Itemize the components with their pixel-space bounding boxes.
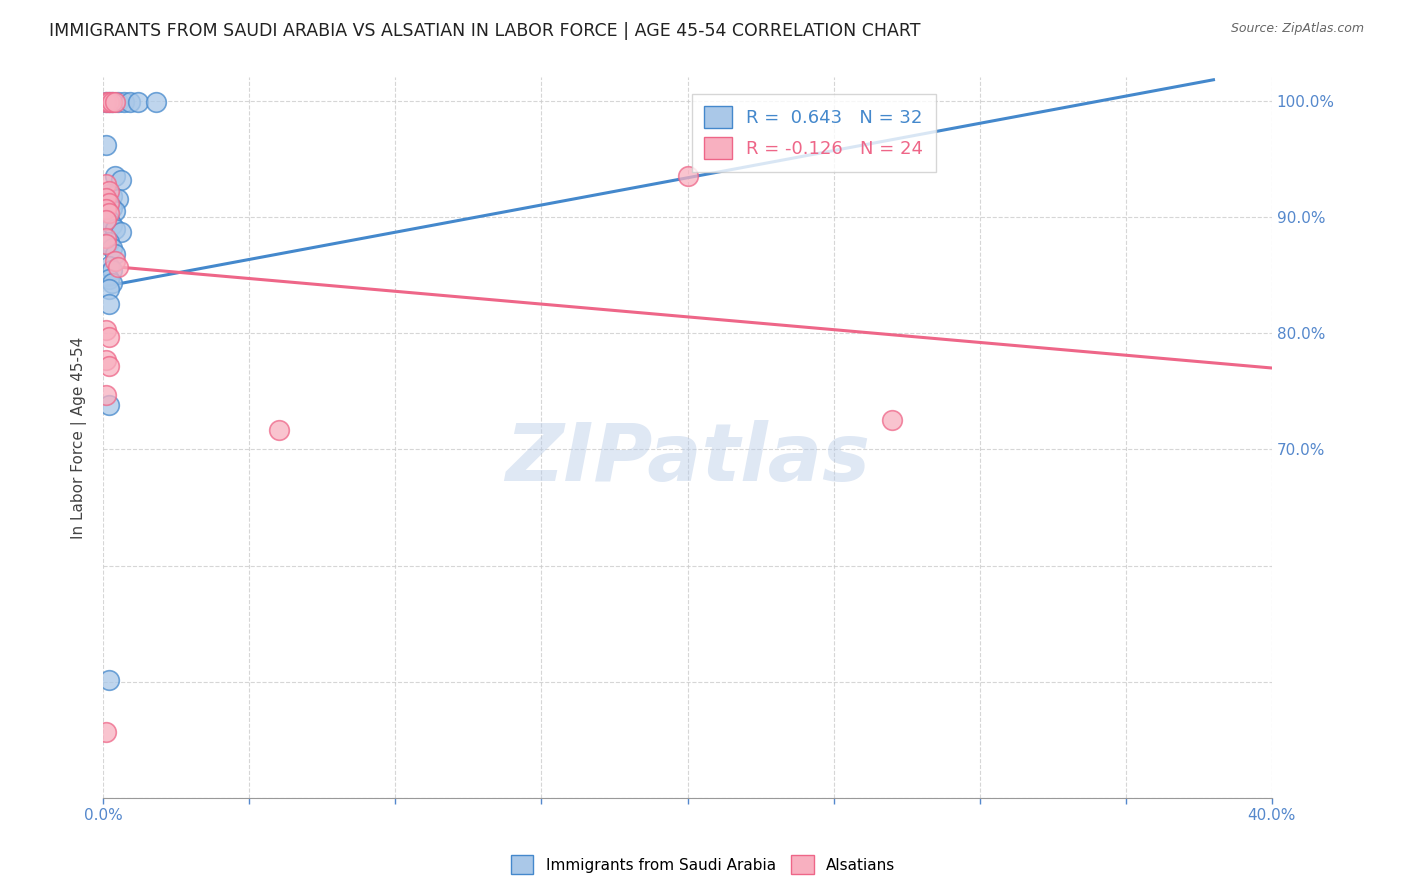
Point: [107, 260, 129, 274]
Point: [101, 95, 124, 109]
Point: [98, 185, 121, 199]
Point: [94, 95, 117, 109]
Point: [98, 206, 121, 220]
Point: [98, 271, 121, 285]
Point: [104, 169, 127, 184]
Point: [127, 95, 149, 109]
Point: [118, 95, 141, 109]
Point: [98, 213, 121, 227]
Point: [94, 352, 117, 367]
Point: [98, 359, 121, 373]
Point: [94, 724, 117, 739]
Text: ZIPatlas: ZIPatlas: [505, 420, 870, 499]
Point: [101, 95, 124, 109]
Point: [110, 172, 132, 186]
Point: [145, 95, 167, 109]
Point: [94, 388, 117, 402]
Point: [94, 231, 117, 245]
Point: [94, 137, 117, 152]
Legend: Immigrants from Saudi Arabia, Alsatians: Immigrants from Saudi Arabia, Alsatians: [505, 849, 901, 880]
Y-axis label: In Labor Force | Age 45-54: In Labor Force | Age 45-54: [72, 336, 87, 539]
Point: [107, 193, 129, 207]
Point: [94, 178, 117, 192]
Point: [104, 95, 127, 109]
Point: [98, 673, 121, 687]
Point: [112, 95, 135, 109]
Point: [94, 191, 117, 205]
Point: [107, 95, 129, 109]
Point: [98, 95, 121, 109]
Point: [98, 398, 121, 412]
Text: IMMIGRANTS FROM SAUDI ARABIA VS ALSATIAN IN LABOR FORCE | AGE 45-54 CORRELATION : IMMIGRANTS FROM SAUDI ARABIA VS ALSATIAN…: [49, 22, 921, 40]
Point: [104, 204, 127, 219]
Point: [98, 235, 121, 250]
Point: [101, 189, 124, 203]
Point: [94, 213, 117, 227]
Point: [101, 201, 124, 215]
Point: [101, 263, 124, 277]
Point: [98, 196, 121, 211]
Point: [104, 254, 127, 268]
Point: [94, 236, 117, 251]
Point: [98, 95, 121, 109]
Point: [104, 221, 127, 235]
Point: [98, 259, 121, 273]
Point: [101, 241, 124, 255]
Point: [676, 169, 699, 184]
Point: [104, 247, 127, 261]
Point: [98, 198, 121, 212]
Point: [880, 413, 903, 427]
Point: [94, 95, 117, 109]
Point: [98, 329, 121, 343]
Point: [98, 282, 121, 296]
Point: [94, 323, 117, 337]
Point: [101, 276, 124, 290]
Point: [94, 202, 117, 216]
Text: Source: ZipAtlas.com: Source: ZipAtlas.com: [1230, 22, 1364, 36]
Point: [101, 218, 124, 232]
Point: [98, 186, 121, 201]
Point: [110, 225, 132, 239]
Point: [267, 423, 290, 437]
Point: [98, 297, 121, 311]
Legend: R =  0.643   N = 32, R = -0.126   N = 24: R = 0.643 N = 32, R = -0.126 N = 24: [692, 94, 935, 172]
